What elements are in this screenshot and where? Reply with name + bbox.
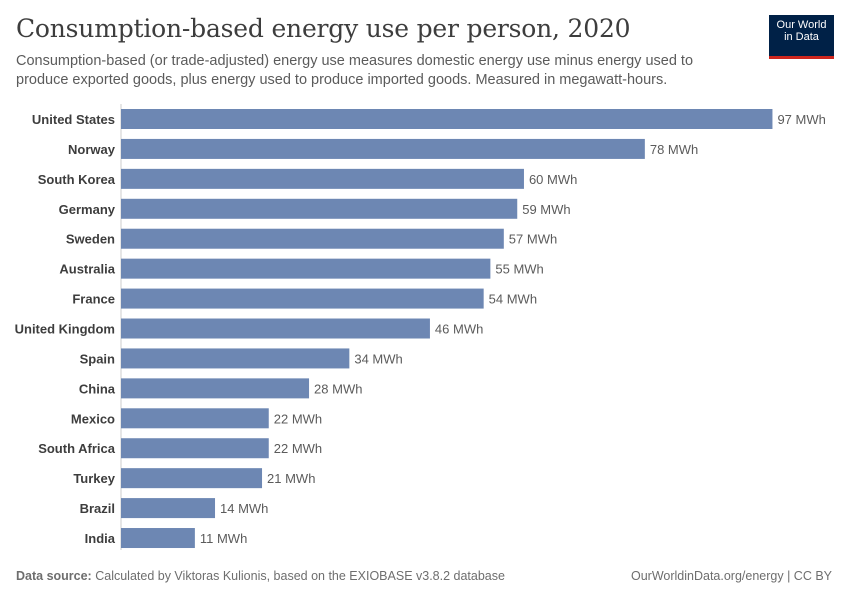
category-label: Australia (59, 262, 115, 277)
bar[interactable] (121, 498, 216, 519)
footer-source: Data source: Calculated by Viktoras Kuli… (16, 569, 505, 583)
value-label: 46 MWh (435, 322, 483, 337)
category-label: Germany (59, 202, 116, 217)
bar[interactable] (121, 408, 269, 429)
value-label: 97 MWh (777, 112, 825, 127)
bar[interactable] (121, 318, 430, 339)
category-label: United Kingdom (15, 322, 115, 337)
bar[interactable] (121, 438, 269, 459)
category-label: Norway (68, 142, 116, 157)
bar[interactable] (121, 198, 518, 219)
source-label: Data source: (16, 569, 92, 583)
value-label: 14 MWh (220, 501, 268, 516)
bar[interactable] (121, 468, 263, 489)
category-label: China (79, 381, 116, 396)
chart-title: Consumption-based energy use per person,… (16, 14, 631, 43)
value-label: 59 MWh (522, 202, 570, 217)
bar[interactable] (121, 258, 491, 279)
value-label: 57 MWh (509, 232, 557, 247)
value-label: 60 MWh (529, 172, 577, 187)
category-label: Sweden (66, 232, 115, 247)
footer-license[interactable]: OurWorldinData.org/energy | CC BY (630, 569, 832, 583)
value-label: 54 MWh (489, 292, 537, 307)
category-label: United States (32, 112, 115, 127)
value-label: 22 MWh (274, 411, 322, 426)
bar[interactable] (121, 378, 310, 399)
category-label: Spain (80, 351, 115, 366)
bar[interactable] (121, 138, 645, 159)
value-label: 28 MWh (314, 381, 362, 396)
chart-subtitle: Consumption-based (or trade-adjusted) en… (16, 53, 694, 88)
bar[interactable] (121, 348, 350, 369)
category-label: Turkey (73, 471, 115, 486)
logo-line-1: Our World (776, 19, 827, 31)
category-label: Brazil (80, 501, 115, 516)
value-label: 78 MWh (650, 142, 698, 157)
value-label: 11 MWh (200, 531, 247, 546)
bar[interactable] (121, 109, 773, 129)
logo-line-2: in Data (784, 31, 819, 43)
value-label: 21 MWh (267, 471, 315, 486)
bar-chart: United States 97 MWh Norway 78 MWh South Kor… (15, 104, 826, 550)
category-label: South Africa (38, 441, 116, 456)
category-label: India (85, 531, 116, 546)
value-label: 34 MWh (354, 351, 402, 366)
bar[interactable] (121, 228, 504, 249)
category-label: France (72, 292, 115, 307)
bar[interactable] (121, 528, 195, 549)
value-label: 55 MWh (495, 262, 543, 277)
bar[interactable] (121, 168, 524, 189)
value-label: 22 MWh (274, 441, 322, 456)
owid-logo[interactable]: Our World in Data (769, 15, 834, 59)
category-label: Mexico (71, 411, 115, 426)
source-text[interactable]: Calculated by Viktoras Kulionis, based o… (95, 569, 505, 583)
category-label: South Korea (38, 172, 116, 187)
bar[interactable] (121, 288, 484, 309)
